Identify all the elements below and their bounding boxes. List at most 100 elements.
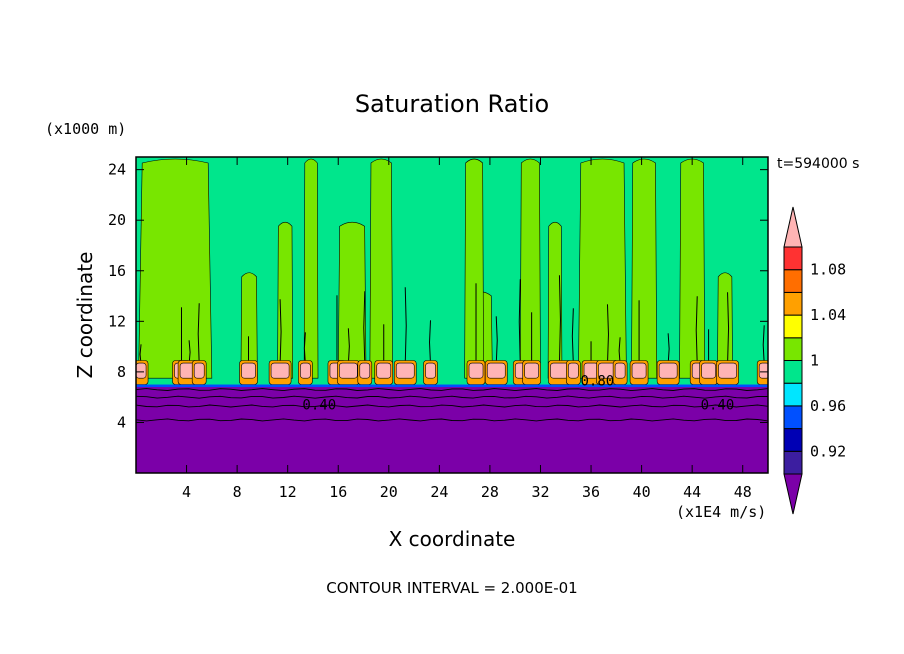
colorbar-label: 1 bbox=[810, 352, 819, 370]
chart-title: Saturation Ratio bbox=[355, 90, 549, 118]
colorbar-segment bbox=[783, 291, 803, 316]
contour-label: 0.40 bbox=[302, 398, 336, 414]
contour-streak bbox=[667, 333, 670, 365]
colorbar-label: 0.92 bbox=[810, 442, 846, 460]
y-tick-label: 24 bbox=[108, 161, 126, 179]
x-axis: 4 8 12 16 20 24 28 32 36 40 44 48 bbox=[182, 157, 752, 501]
contour-label: 0.80 bbox=[581, 374, 615, 390]
transition-band bbox=[136, 384, 768, 390]
cell-core bbox=[614, 362, 626, 379]
colorbar-segment bbox=[783, 337, 803, 361]
contour-streak bbox=[571, 308, 574, 365]
cell-core bbox=[300, 362, 311, 379]
contour-line bbox=[136, 404, 768, 408]
colorbar-segment bbox=[783, 360, 803, 384]
supersaturated-column bbox=[337, 221, 367, 379]
y-tick-label: 20 bbox=[108, 211, 126, 229]
contour-label: 0.40 bbox=[701, 398, 735, 414]
colorbar-segment bbox=[783, 405, 803, 430]
cell-core bbox=[658, 362, 678, 379]
cell-core bbox=[631, 362, 647, 379]
contour-streak bbox=[762, 325, 765, 365]
cell-core bbox=[395, 362, 415, 379]
x-tick-label: 36 bbox=[582, 483, 600, 501]
cell-core bbox=[136, 362, 147, 379]
cell-core bbox=[568, 362, 579, 379]
colorbar-segment bbox=[783, 382, 803, 407]
supersaturated-column bbox=[717, 272, 733, 379]
colorbar-label: 0.96 bbox=[810, 397, 846, 415]
x-unit-label: (x1E4 m/s) bbox=[676, 503, 766, 521]
cell-core bbox=[524, 362, 539, 379]
x-tick-label: 20 bbox=[380, 483, 398, 501]
dry-layer bbox=[136, 387, 768, 473]
contour-streak bbox=[495, 316, 498, 365]
supersaturated-column bbox=[240, 272, 258, 379]
cell-core bbox=[486, 362, 506, 379]
cell-core bbox=[376, 362, 392, 379]
cell-core bbox=[758, 362, 768, 379]
supersaturated-column bbox=[547, 221, 563, 379]
x-tick-label: 4 bbox=[182, 483, 191, 501]
field-background bbox=[136, 157, 768, 388]
supersaturated-column bbox=[519, 158, 541, 379]
colorbar-upper-extension bbox=[783, 206, 803, 248]
supersaturated-column bbox=[631, 158, 658, 379]
colorbar-segment bbox=[783, 428, 803, 452]
y-unit-label: (x1000 m) bbox=[45, 120, 126, 138]
cell-core bbox=[270, 362, 290, 379]
colorbar-label: 1.04 bbox=[810, 306, 846, 324]
x-tick-label: 16 bbox=[329, 483, 347, 501]
x-tick-label: 48 bbox=[734, 483, 752, 501]
x-axis-label: X coordinate bbox=[389, 527, 516, 551]
x-tick-label: 28 bbox=[481, 483, 499, 501]
y-axis: 4 8 12 16 20 24 bbox=[108, 161, 768, 431]
supersaturated-column bbox=[578, 158, 627, 379]
supersaturated-column bbox=[138, 158, 213, 379]
cell-core bbox=[550, 362, 569, 379]
y-tick-label: 12 bbox=[108, 312, 126, 330]
contour-streak bbox=[363, 291, 366, 365]
cell-core bbox=[468, 362, 484, 379]
cell-core bbox=[339, 362, 358, 379]
contour-streak bbox=[279, 299, 282, 365]
colorbar-segment bbox=[783, 450, 803, 475]
x-tick-label: 40 bbox=[633, 483, 651, 501]
x-tick-label: 24 bbox=[430, 483, 448, 501]
cell-core bbox=[241, 362, 256, 379]
supersaturated-column bbox=[369, 158, 393, 379]
x-tick-label: 12 bbox=[279, 483, 297, 501]
colorbar: 0.92 0.96 1 1.04 1.08 bbox=[783, 206, 846, 515]
cell-core bbox=[425, 362, 436, 379]
x-tick-label: 32 bbox=[531, 483, 549, 501]
contour-streak bbox=[606, 304, 609, 365]
cell-core bbox=[718, 362, 737, 379]
colorbar-segment bbox=[783, 269, 803, 293]
contour-interval-footer: CONTOUR INTERVAL = 2.000E-01 bbox=[326, 579, 577, 597]
colorbar-segment bbox=[783, 246, 803, 271]
supersaturated-column bbox=[303, 158, 319, 379]
contour-streak bbox=[618, 337, 621, 365]
colorbar-segment bbox=[783, 314, 803, 339]
contour-streak bbox=[197, 303, 200, 365]
y-tick-label: 8 bbox=[117, 363, 126, 381]
plot-area bbox=[136, 157, 768, 473]
colorbar-lower-extension bbox=[783, 473, 803, 515]
contour-labels: 0.40 0.80 0.40 bbox=[302, 374, 734, 414]
contour-streak bbox=[518, 279, 521, 365]
supersaturated-column bbox=[464, 158, 484, 379]
contour-streak bbox=[404, 287, 407, 365]
plot-frame bbox=[135, 156, 769, 474]
contour-streak bbox=[429, 320, 432, 365]
cell-core bbox=[359, 362, 371, 379]
y-tick-label: 16 bbox=[108, 262, 126, 280]
x-tick-label: 44 bbox=[683, 483, 701, 501]
contour-line bbox=[136, 388, 768, 392]
supersaturated-column bbox=[679, 158, 706, 379]
y-axis-label: Z coordinate bbox=[73, 252, 97, 379]
cell-core bbox=[701, 362, 716, 379]
contour-streak bbox=[558, 275, 561, 365]
y-tick-label: 4 bbox=[117, 413, 126, 431]
contour-streak bbox=[303, 332, 306, 365]
